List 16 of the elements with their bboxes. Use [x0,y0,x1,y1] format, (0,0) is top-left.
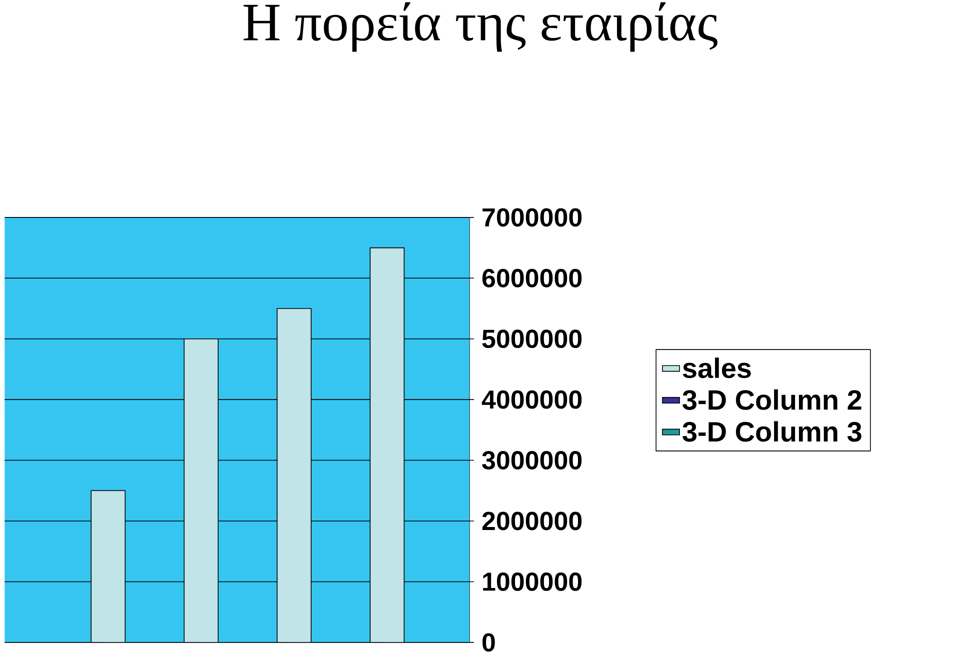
chart-title: Η πορεία της εταιρίας [244,2,718,52]
bar [184,338,219,642]
y-tick-label: 3000000 [482,451,582,470]
y-tick-label: 2000000 [482,512,582,530]
legend-label: 3-D Column 2 [682,389,862,410]
bar [370,247,405,642]
y-tick-label: 7000000 [482,208,582,227]
legend-label: 3-D Column 3 [682,421,862,442]
legend-label: sales [682,358,751,378]
bar [276,308,312,642]
y-tick-label: 5000000 [482,330,582,348]
y-tick-label: 6000000 [482,268,582,288]
y-tick-label: 1000000 [483,572,582,591]
y-tick-label: 0 [482,633,495,652]
bar [90,490,126,642]
y-tick-label: 4000000 [482,390,582,409]
